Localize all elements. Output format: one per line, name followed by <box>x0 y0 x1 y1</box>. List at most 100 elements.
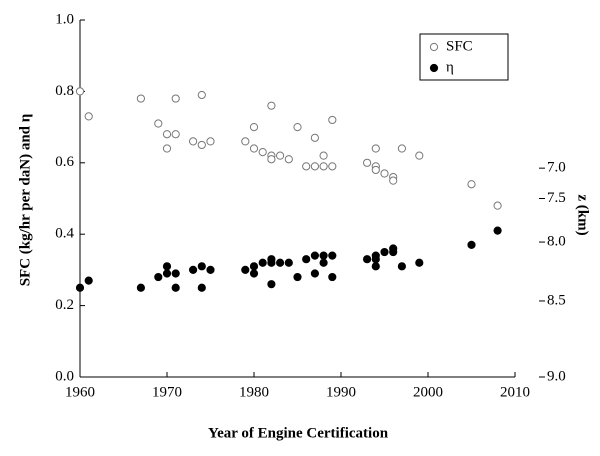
point <box>267 101 276 110</box>
point <box>136 283 145 292</box>
x-tick-label: 2010 <box>500 384 530 400</box>
point <box>328 115 337 125</box>
point <box>493 226 502 235</box>
point <box>371 144 380 153</box>
point <box>206 265 215 274</box>
point <box>249 269 259 278</box>
point <box>371 255 380 264</box>
x-tick-label: 1960 <box>65 384 95 400</box>
y-tick-label: 0.2 <box>55 297 74 313</box>
y2-tick-label: 7.5 <box>547 190 566 206</box>
y-tick-label: 0.6 <box>55 154 74 170</box>
legend-marker <box>429 63 439 73</box>
point <box>319 162 328 171</box>
point <box>84 112 93 121</box>
point <box>276 151 285 160</box>
point <box>258 147 267 157</box>
point <box>397 262 406 271</box>
point <box>189 137 198 146</box>
point <box>154 272 163 282</box>
point <box>319 258 328 267</box>
point <box>363 158 372 167</box>
point <box>363 255 372 264</box>
point <box>284 258 293 267</box>
point <box>302 162 311 171</box>
y2-tick-label: 8.5 <box>547 292 566 308</box>
point <box>397 144 406 153</box>
x-tick-label: 1980 <box>239 384 269 400</box>
point <box>389 247 398 257</box>
point <box>310 162 319 171</box>
point <box>206 137 215 146</box>
point <box>328 162 337 171</box>
y-tick-label: 0.0 <box>55 368 74 384</box>
legend-label: SFC <box>446 38 473 54</box>
point <box>249 144 259 153</box>
point <box>197 283 206 292</box>
point <box>415 258 424 267</box>
legend-box <box>419 33 509 81</box>
point <box>197 262 206 271</box>
point <box>171 283 180 292</box>
point <box>380 247 389 257</box>
point <box>371 262 380 271</box>
point <box>302 255 311 264</box>
point <box>249 123 259 132</box>
point <box>319 151 328 160</box>
point <box>136 94 145 103</box>
point <box>415 151 424 160</box>
point <box>189 265 198 274</box>
point <box>154 119 163 128</box>
point <box>267 155 276 164</box>
point <box>267 258 276 267</box>
point <box>162 130 172 139</box>
y2-axis-label: z (km) <box>575 194 591 235</box>
point <box>162 269 172 278</box>
x-tick-label: 1970 <box>152 384 182 400</box>
point <box>171 269 180 278</box>
y2-tick-label: 8.0 <box>547 233 566 249</box>
point <box>267 280 276 289</box>
point <box>75 283 85 292</box>
legend-label: η <box>446 59 454 75</box>
point <box>197 140 206 150</box>
point <box>241 137 250 146</box>
point <box>276 258 285 267</box>
point <box>258 258 267 267</box>
x-axis-label: Year of Engine Certification <box>208 425 389 441</box>
y-tick-label: 0.4 <box>55 226 74 242</box>
point <box>75 87 85 96</box>
point <box>241 265 250 274</box>
point <box>284 155 293 164</box>
x-tick-label: 2000 <box>413 384 443 400</box>
y2-tick-label: 9.0 <box>547 368 566 384</box>
point <box>328 272 337 282</box>
legend-marker <box>429 42 439 52</box>
point <box>197 90 206 100</box>
y-tick-label: 1.0 <box>55 11 74 27</box>
point <box>493 201 502 210</box>
y-tick-label: 0.8 <box>55 83 74 99</box>
point <box>467 180 476 189</box>
point <box>389 176 398 185</box>
x-tick-label: 1990 <box>326 384 356 400</box>
point <box>371 165 380 175</box>
point <box>380 169 389 178</box>
point <box>467 240 476 250</box>
point <box>328 251 337 260</box>
point <box>162 262 172 271</box>
y2-tick-label: 7.0 <box>547 160 566 176</box>
point <box>171 94 180 103</box>
y-axis-label: SFC (kg/hr per daN) and η <box>17 114 33 287</box>
point <box>249 262 259 271</box>
point <box>293 123 302 132</box>
point <box>171 130 180 139</box>
point <box>162 144 172 153</box>
point <box>293 272 302 282</box>
point <box>310 251 319 260</box>
point <box>84 276 93 285</box>
point <box>310 269 319 278</box>
point <box>310 133 319 142</box>
point <box>319 251 328 260</box>
